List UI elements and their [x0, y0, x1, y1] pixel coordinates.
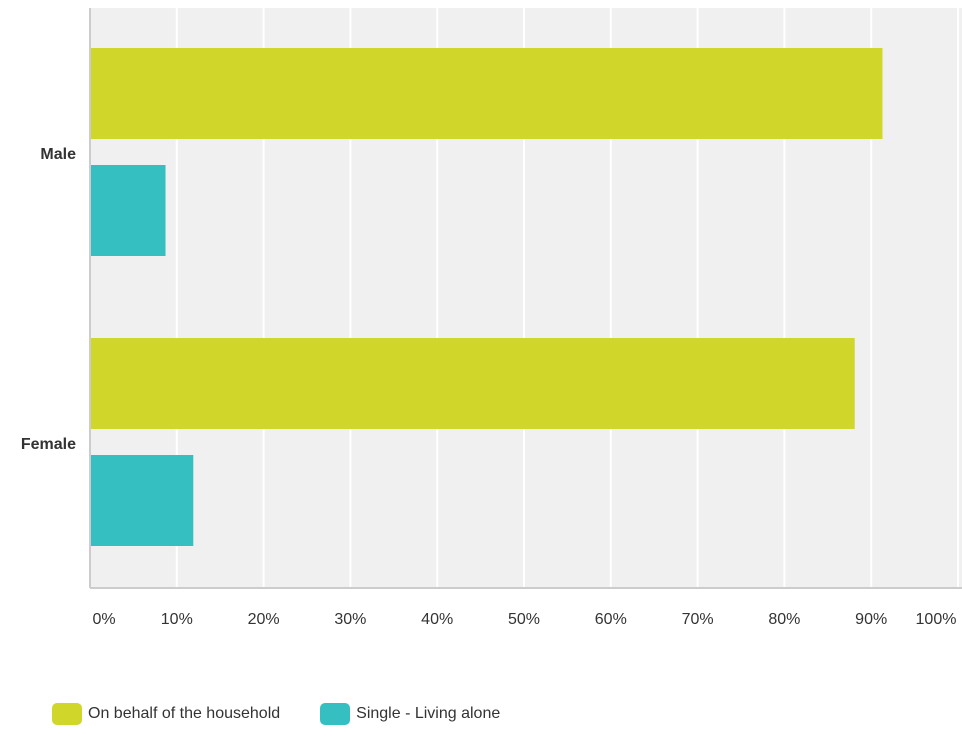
bar-male-series-0: [90, 48, 883, 139]
legend-item-household: On behalf of the household: [52, 703, 280, 725]
legend-swatch-single: [320, 703, 351, 725]
x-tick-label: 20%: [248, 611, 280, 628]
x-tick-label: 60%: [595, 611, 627, 628]
legend-label-household: On behalf of the household: [88, 705, 281, 722]
x-tick-label: 80%: [768, 611, 800, 628]
x-tick-label: 0%: [92, 611, 115, 628]
category-label-female: Female: [21, 436, 76, 453]
bar-male-series-1: [90, 165, 166, 256]
x-tick-labels: 0% 10% 20% 30% 40% 50% 60% 70% 80% 90% 100%: [92, 611, 956, 628]
category-labels: Male Female: [21, 146, 76, 453]
category-label-male: Male: [40, 146, 76, 163]
x-tick-label: 90%: [855, 611, 887, 628]
bar-female-series-0: [90, 338, 855, 429]
x-tick-label: 50%: [508, 611, 540, 628]
legend-label-single: Single - Living alone: [356, 705, 501, 722]
legend-item-single: Single - Living alone: [320, 703, 500, 725]
x-tick-label: 10%: [161, 611, 193, 628]
bar-female-series-1: [90, 455, 194, 546]
x-tick-label: 30%: [334, 611, 366, 628]
x-tick-label: 70%: [682, 611, 714, 628]
legend: On behalf of the household Single - Livi…: [52, 703, 540, 725]
x-tick-label: 100%: [916, 611, 957, 628]
bars: [90, 48, 883, 546]
legend-swatch-household: [52, 703, 82, 725]
x-tick-label: 40%: [421, 611, 453, 628]
